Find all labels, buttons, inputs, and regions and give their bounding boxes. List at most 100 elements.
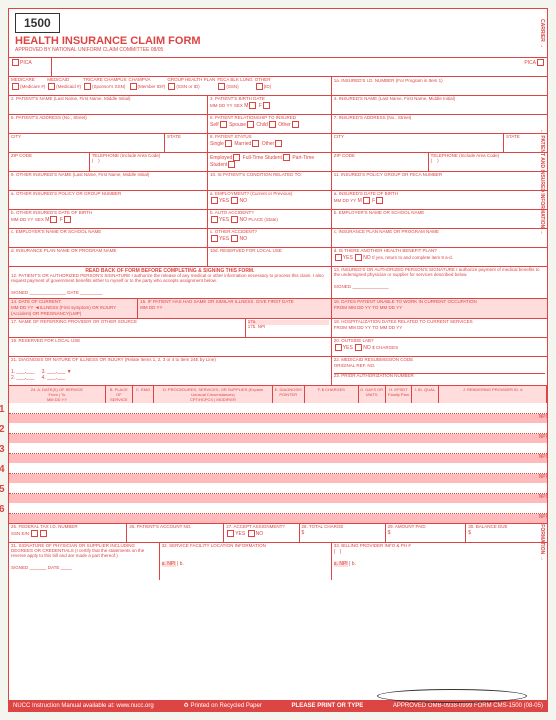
box15-label: 15. IF PATIENT HAS HAD SAME OR SIMILAR I…	[140, 300, 329, 305]
medicaid-check[interactable]	[48, 83, 55, 90]
plan-yes[interactable]	[335, 254, 342, 261]
box11c-label: c. INSURANCE PLAN NAME OR PROGRAM NAME	[334, 230, 545, 235]
pica-check-right[interactable]	[537, 59, 544, 66]
service-line-5[interactable]: 5NPI	[9, 483, 547, 503]
box12-label: 12. PATIENT'S OR AUTHORIZED PERSON'S SIG…	[11, 274, 329, 284]
box10-label: 10. IS PATIENT'S CONDITION RELATED TO:	[210, 173, 329, 178]
form-subtitle: APPROVED BY NATIONAL UNIFORM CLAIM COMMI…	[15, 47, 541, 53]
box11b-label: b. EMPLOYER'S NAME OR SCHOOL NAME	[334, 211, 545, 216]
pica-left: PICA	[20, 60, 32, 66]
sex-f-check[interactable]	[263, 102, 270, 109]
form-header: 1500 HEALTH INSURANCE CLAIM FORM APPROVE…	[9, 9, 547, 57]
box30-label: 30. BALANCE DUE	[468, 525, 545, 530]
sex-m-check[interactable]	[249, 102, 256, 109]
othacc-yes[interactable]	[211, 235, 218, 242]
tricare-check[interactable]	[84, 83, 91, 90]
box9a-label: a. OTHER INSURED'S POLICY OR GROUP NUMBE…	[11, 192, 205, 197]
box17b-label: 17b. NPI	[248, 325, 329, 330]
box27-label: 27. ACCEPT ASSIGNMENT?	[226, 525, 296, 530]
service-line-4[interactable]: 4NPI	[9, 463, 547, 483]
service-line-3[interactable]: 3NPI	[9, 443, 547, 463]
status-married[interactable]	[252, 140, 259, 147]
box31-label: 31. SIGNATURE OF PHYSICIAN OR SUPPLIER I…	[11, 544, 157, 559]
box9c-label: c. EMPLOYER'S NAME OR SCHOOL NAME	[11, 230, 205, 235]
box7-label: 7. INSURED'S ADDRESS (No., Street)	[334, 116, 545, 121]
medicare-check[interactable]	[12, 83, 19, 90]
form-title: HEALTH INSURANCE CLAIM FORM	[15, 35, 541, 47]
oth-sex-m[interactable]	[50, 216, 57, 223]
service-line-6[interactable]: 6NPI	[9, 503, 547, 523]
box11-label: 11. INSURED'S POLICY GROUP OR FECA NUMBE…	[334, 173, 545, 178]
status-other[interactable]	[275, 140, 282, 147]
box9b-label: b. OTHER INSURED'S DATE OF BIRTH	[11, 211, 205, 216]
box33-label: 33. BILLING PROVIDER INFO & PH #	[334, 544, 545, 549]
assign-yes[interactable]	[227, 530, 234, 537]
service-line-1[interactable]: 1NPI	[9, 403, 547, 423]
box19-label: 19. RESERVED FOR LOCAL USE	[11, 339, 329, 344]
box20-label: 20. OUTSIDE LAB?	[334, 339, 545, 344]
rel-self[interactable]	[220, 121, 227, 128]
city5-label: CITY	[11, 135, 162, 140]
pica-right: PICA	[524, 60, 536, 66]
box9d-label: d. INSURANCE PLAN NAME OR PROGRAM NAME	[11, 249, 205, 254]
status-ft[interactable]	[283, 154, 290, 161]
lab-yes[interactable]	[335, 344, 342, 351]
status-emp[interactable]	[233, 154, 240, 161]
print-text: PLEASE PRINT OR TYPE	[292, 703, 364, 709]
pica-check-left[interactable]	[12, 59, 19, 66]
box4-label: 4. INSURED'S NAME (Last Name, First Name…	[334, 97, 545, 102]
rel-spouse[interactable]	[247, 121, 254, 128]
service-line-2[interactable]: 2NPI	[9, 423, 547, 443]
ssn-check[interactable]	[31, 530, 38, 537]
box10d-label: 10d. RESERVED FOR LOCAL USE	[210, 249, 329, 254]
ins-sex-m[interactable]	[363, 197, 370, 204]
rel-other[interactable]	[292, 121, 299, 128]
state5-label: STATE	[167, 135, 205, 140]
box25-label: 25. FEDERAL TAX I.D. NUMBER	[11, 525, 124, 530]
rel-child[interactable]	[269, 121, 276, 128]
box26-label: 26. PATIENT'S ACCOUNT NO.	[129, 525, 221, 530]
feca-check[interactable]	[218, 83, 225, 90]
zip7-label: ZIP CODE	[334, 154, 426, 159]
recycle-text: Printed on Recycled Paper	[190, 703, 261, 709]
nucc-text: NUCC Instruction Manual available at: ww…	[13, 703, 154, 709]
form-number: 1500	[15, 13, 60, 33]
emp-no[interactable]	[231, 197, 238, 204]
box5-label: 5. PATIENT'S ADDRESS (No., Street)	[11, 116, 205, 121]
box23-label: 23. PRIOR AUTHORIZATION NUMBER	[334, 374, 545, 379]
plan-no[interactable]	[355, 254, 362, 261]
emp-yes[interactable]	[211, 197, 218, 204]
status-pt[interactable]	[228, 161, 235, 168]
box29-label: 29. AMOUNT PAID	[388, 525, 464, 530]
box21-label: 21. DIAGNOSIS OR NATURE OF ILLNESS OR IN…	[11, 358, 329, 363]
box13-label: 13. INSURED'S OR AUTHORIZED PERSON'S SIG…	[334, 268, 545, 278]
status-single[interactable]	[225, 140, 232, 147]
assign-no[interactable]	[248, 530, 255, 537]
city7-label: CITY	[334, 135, 501, 140]
approved-text: APPROVED OMB-0938-0999 FORM CMS-1500 (08…	[393, 703, 543, 709]
other-check[interactable]	[256, 83, 263, 90]
box9-label: 9. OTHER INSURED'S NAME (Last Name, Firs…	[11, 173, 205, 178]
box11d-label: d. IS THERE ANOTHER HEALTH BENEFIT PLAN?	[334, 249, 545, 254]
box32-label: 32. SERVICE FACILITY LOCATION INFORMATIO…	[162, 544, 329, 549]
carrier-label: CARRIER →	[539, 19, 545, 48]
box28-label: 28. TOTAL CHARGE	[302, 525, 383, 530]
box10c-label: c. OTHER ACCIDENT?	[210, 230, 329, 235]
zip5-label: ZIP CODE	[11, 154, 87, 159]
ein-check[interactable]	[40, 530, 47, 537]
group-check[interactable]	[168, 83, 175, 90]
champva-check[interactable]	[130, 83, 137, 90]
auto-no[interactable]	[231, 216, 238, 223]
footer-bar: NUCC Instruction Manual available at: ww…	[9, 700, 547, 711]
claim-form: CARRIER → ← PATIENT AND INSURED INFORMAT…	[8, 8, 548, 712]
othacc-no[interactable]	[231, 235, 238, 242]
box1a-label: 1a. INSURED'S I.D. NUMBER	[334, 78, 395, 83]
auto-yes[interactable]	[211, 216, 218, 223]
lab-no[interactable]	[355, 344, 362, 351]
box2-label: 2. PATIENT'S NAME (Last Name, First Name…	[11, 97, 205, 102]
oth-sex-f[interactable]	[64, 216, 71, 223]
box17-label: 17. NAME OF REFERRING PROVIDER OR OTHER …	[11, 320, 243, 325]
state7-label: STATE	[506, 135, 545, 140]
box10a-label: a. EMPLOYMENT? (Current or Previous)	[210, 192, 329, 197]
ins-sex-f[interactable]	[376, 197, 383, 204]
